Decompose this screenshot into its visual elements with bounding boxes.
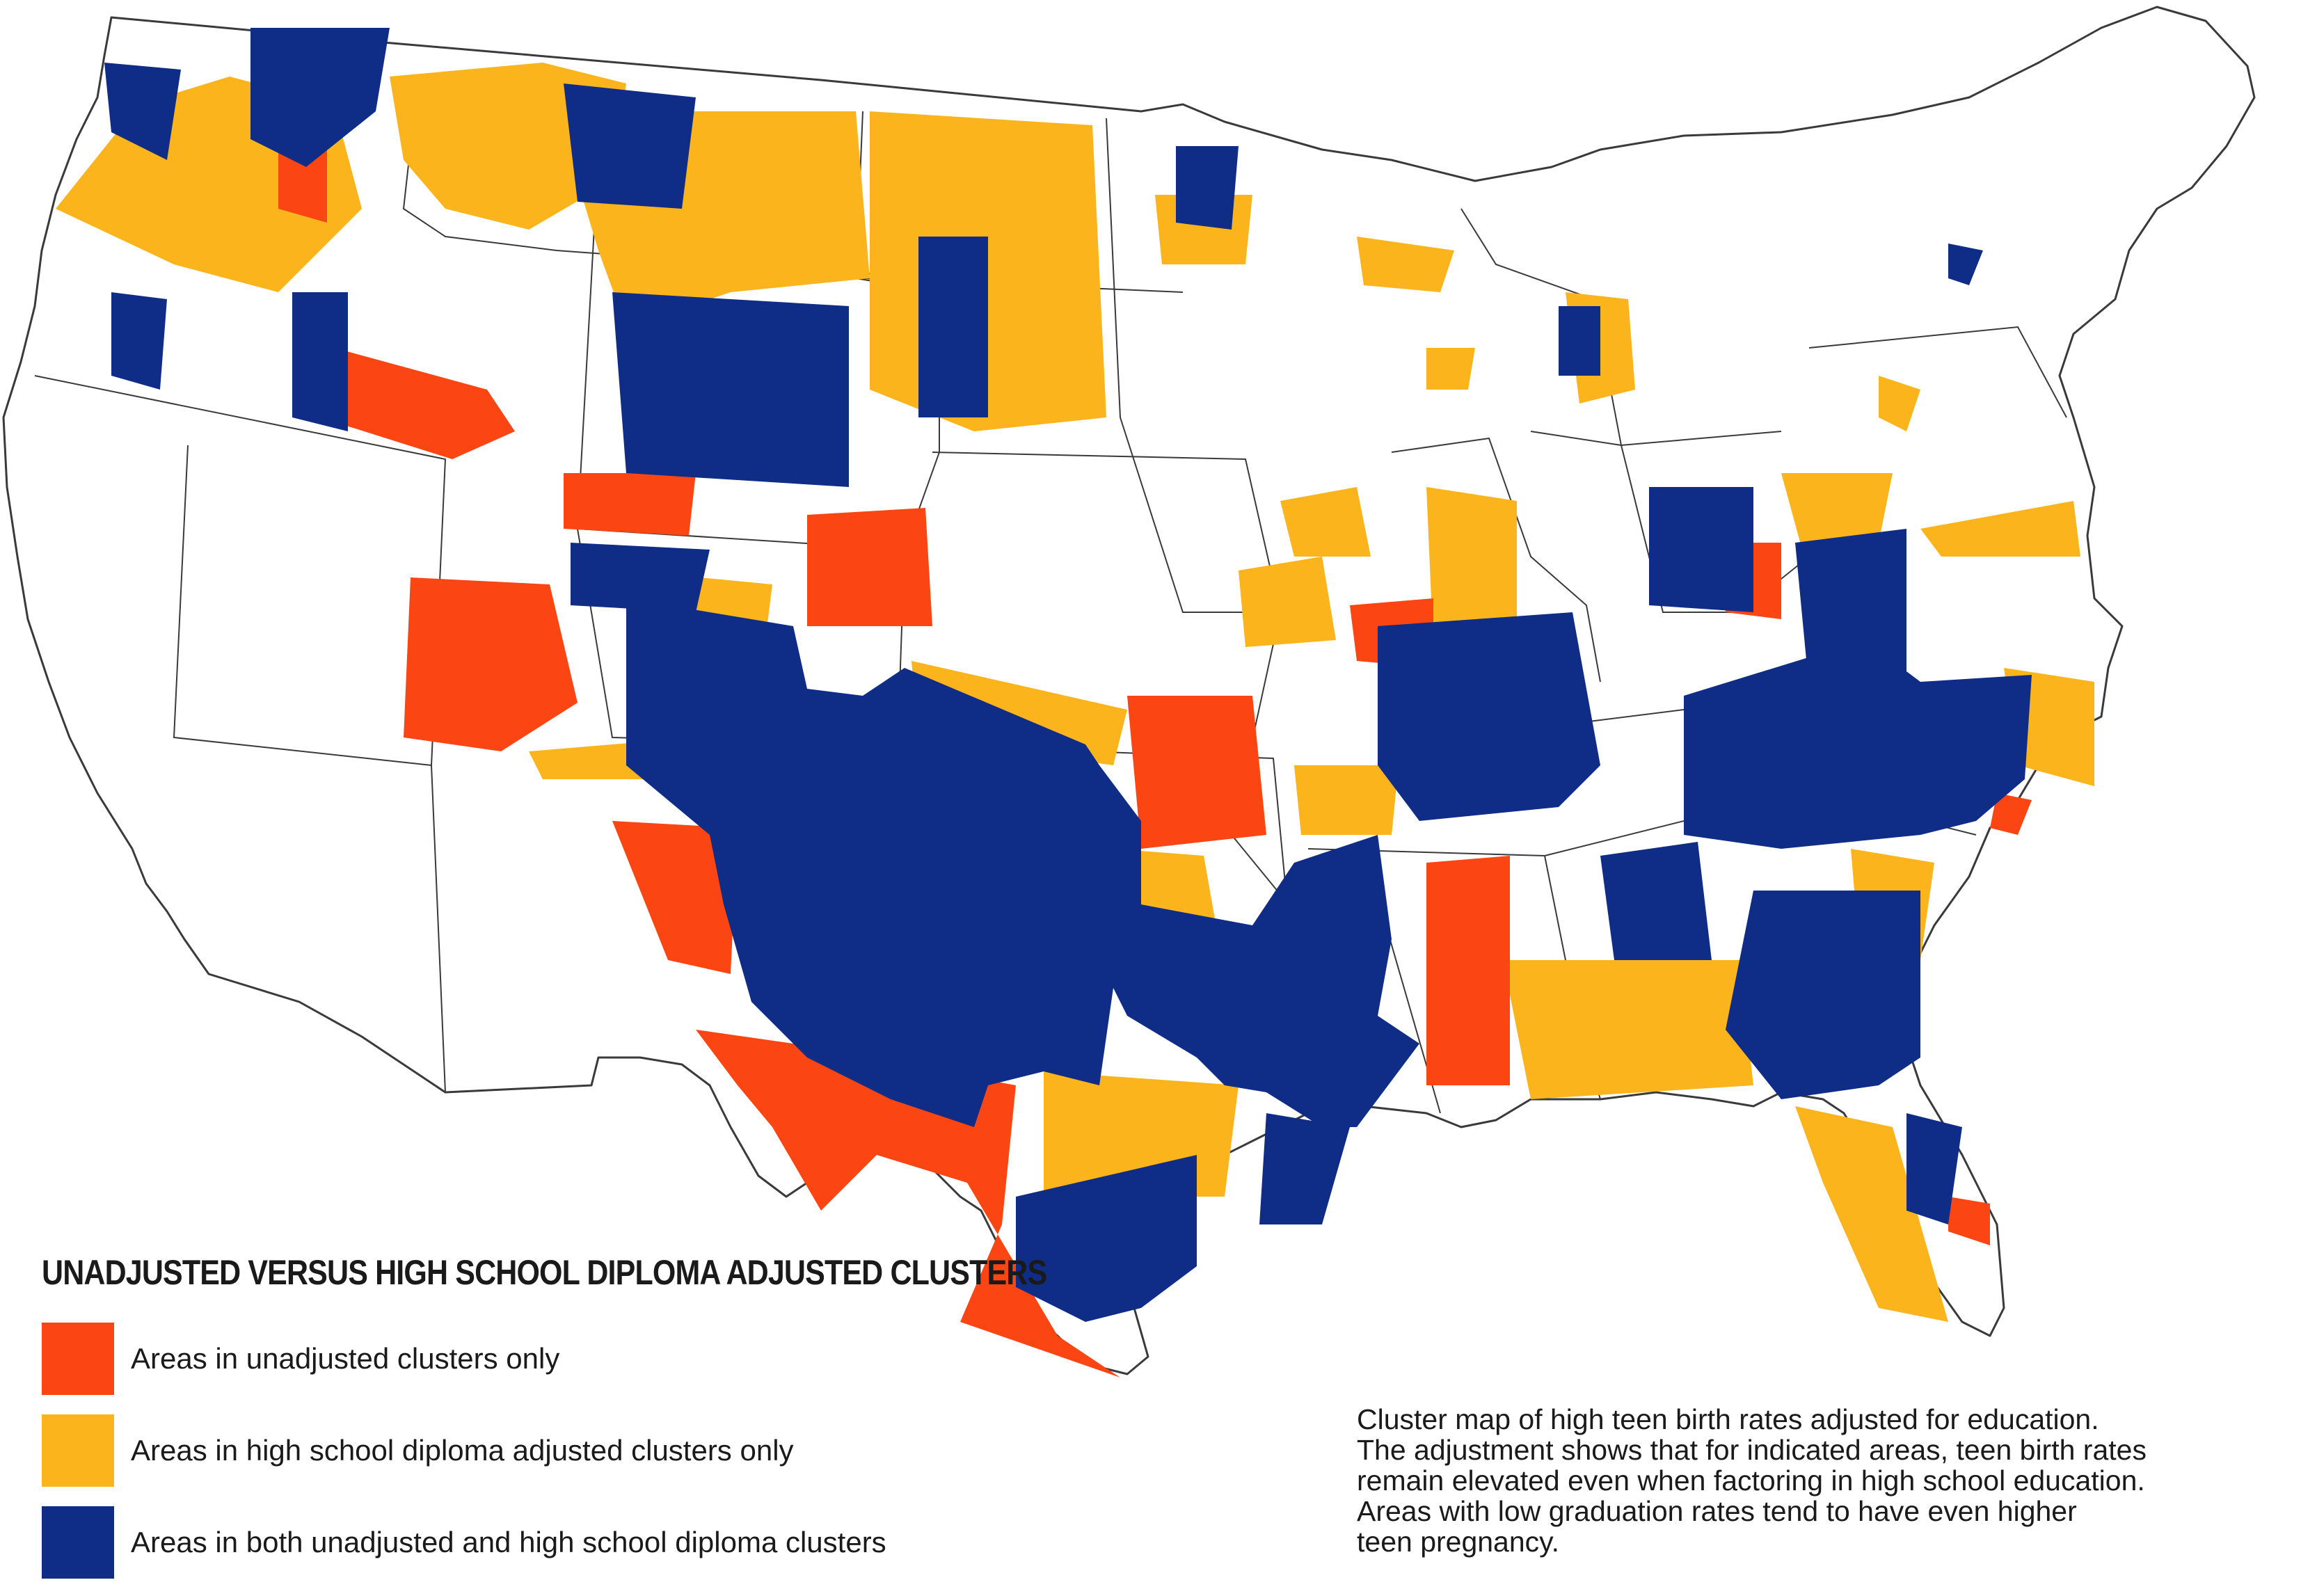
- legend-label-unadjusted: Areas in unadjusted clusters only: [131, 1342, 560, 1375]
- map-caption: Cluster map of high teen birth rates adj…: [1357, 1404, 2261, 1557]
- caption-line: remain elevated even when factoring in h…: [1357, 1465, 2145, 1497]
- caption-line: The adjustment shows that for indicated …: [1357, 1434, 2147, 1466]
- legend: UNADJUSTED VERSUS HIGH SCHOOL DIPLOMA AD…: [42, 1252, 1047, 1596]
- legend-item-adjusted: Areas in high school diploma adjusted cl…: [42, 1412, 1016, 1489]
- caption-line: Areas with low graduation rates tend to …: [1357, 1495, 2077, 1527]
- caption-line: teen pregnancy.: [1357, 1526, 1560, 1558]
- clusters-both: [104, 28, 2032, 1322]
- legend-swatch-unadjusted: [42, 1323, 114, 1395]
- clusters-unadjusted-only: [278, 139, 2032, 1378]
- legend-label-adjusted: Areas in high school diploma adjusted cl…: [131, 1434, 794, 1467]
- legend-title: UNADJUSTED VERSUS HIGH SCHOOL DIPLOMA AD…: [42, 1253, 1047, 1292]
- legend-item-both: Areas in both unadjusted and high school…: [42, 1504, 1016, 1581]
- caption-line: Cluster map of high teen birth rates adj…: [1357, 1403, 2099, 1435]
- legend-swatch-both: [42, 1506, 114, 1579]
- legend-label-both: Areas in both unadjusted and high school…: [131, 1526, 886, 1558]
- legend-swatch-adjusted: [42, 1414, 114, 1487]
- legend-item-unadjusted: Areas in unadjusted clusters only: [42, 1320, 1016, 1397]
